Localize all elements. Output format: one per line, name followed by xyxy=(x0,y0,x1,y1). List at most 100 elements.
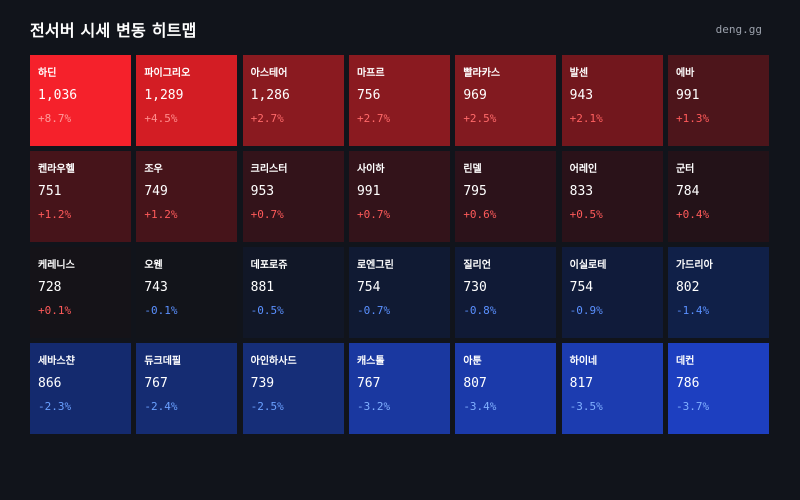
server-name: 캐스톨 xyxy=(356,356,385,367)
price-change: -3.5% xyxy=(569,400,603,413)
server-name: 크리스터 xyxy=(250,164,288,175)
price-change: -2.5% xyxy=(250,400,284,413)
server-price: 728 xyxy=(38,280,62,295)
server-price: 743 xyxy=(144,280,168,295)
heatmap-cell[interactable]: 발센 943 +2.1% xyxy=(561,55,663,146)
price-change: -0.9% xyxy=(569,304,603,317)
heatmap-cell[interactable]: 캐스톨 767 -3.2% xyxy=(348,343,450,434)
price-change: +4.5% xyxy=(144,112,178,125)
server-price: 739 xyxy=(250,376,275,391)
price-change: +0.6% xyxy=(463,208,497,221)
heatmap-cell[interactable]: 오웬 743 -0.1% xyxy=(136,247,238,338)
heatmap-cell[interactable]: 크리스터 953 +0.7% xyxy=(242,151,344,242)
price-change: -0.1% xyxy=(144,304,178,317)
page-title: 전서버 시세 변동 히트맵 xyxy=(30,21,197,40)
brand-label[interactable]: deng.gg xyxy=(715,22,762,36)
heatmap-cell[interactable]: 데포로쥬 881 -0.5% xyxy=(242,247,344,338)
server-price: 991 xyxy=(675,88,700,103)
price-change: +2.5% xyxy=(463,112,497,125)
heatmap-cell[interactable]: 세바스챤 866 -2.3% xyxy=(30,343,131,434)
server-name: 데컨 xyxy=(675,356,695,367)
heatmap-cell[interactable]: 린델 795 +0.6% xyxy=(455,151,557,242)
heatmap-cell[interactable]: 듀크데필 767 -2.4% xyxy=(136,343,238,434)
server-price: 1,286 xyxy=(250,88,290,103)
heatmap-cell[interactable]: 군터 784 +0.4% xyxy=(667,151,769,242)
server-price: 784 xyxy=(675,184,700,199)
price-change: +1.2% xyxy=(38,208,72,221)
server-name: 하이네 xyxy=(569,356,598,367)
heatmap-cell[interactable]: 아인하사드 739 -2.5% xyxy=(242,343,344,434)
price-change: -3.7% xyxy=(675,400,710,413)
server-name: 이실로테 xyxy=(569,260,607,271)
heatmap-cell[interactable]: 아스테어 1,286 +2.7% xyxy=(242,55,344,146)
header: 전서버 시세 변동 히트맵 deng.gg xyxy=(30,16,762,42)
server-price: 754 xyxy=(356,280,381,295)
server-price: 749 xyxy=(144,184,168,199)
server-name: 파이그리오 xyxy=(144,68,191,79)
heatmap-cell[interactable]: 아툰 807 -3.4% xyxy=(455,343,557,434)
price-change: +0.7% xyxy=(250,208,284,221)
server-name: 하딘 xyxy=(38,68,57,79)
price-change: -0.7% xyxy=(356,304,391,317)
server-price: 786 xyxy=(675,376,700,391)
price-change: +1.2% xyxy=(144,208,178,221)
heatmap-cell[interactable]: 파이그리오 1,289 +4.5% xyxy=(136,55,238,146)
heatmap-cell[interactable]: 케레니스 728 +0.1% xyxy=(30,247,131,338)
heatmap-cell[interactable]: 마프르 756 +2.7% xyxy=(348,55,450,146)
server-price: 754 xyxy=(569,280,594,295)
heatmap-cell[interactable]: 에바 991 +1.3% xyxy=(667,55,769,146)
server-name: 빨라카스 xyxy=(463,68,501,79)
server-price: 807 xyxy=(463,376,487,391)
heatmap-cell[interactable]: 어레인 833 +0.5% xyxy=(561,151,663,242)
server-price: 953 xyxy=(250,184,275,199)
heatmap-cell[interactable]: 조우 749 +1.2% xyxy=(136,151,238,242)
price-change: -3.2% xyxy=(356,400,391,413)
server-price: 767 xyxy=(356,376,381,391)
heatmap-cell[interactable]: 켄라우헬 751 +1.2% xyxy=(30,151,131,242)
server-price: 991 xyxy=(356,184,381,199)
heatmap-cell[interactable]: 로엔그린 754 -0.7% xyxy=(348,247,450,338)
server-name: 군터 xyxy=(675,164,695,175)
heatmap-grid: 하딘 1,036 +8.7% 파이그리오 1,289 +4.5% 아스테어 1,286 +2.7… xyxy=(30,55,769,434)
server-name: 로엔그린 xyxy=(356,260,394,271)
heatmap-cell[interactable]: 사이하 991 +0.7% xyxy=(348,151,450,242)
server-name: 에바 xyxy=(675,68,695,79)
heatmap-cell[interactable]: 가드리아 802 -1.4% xyxy=(667,247,769,338)
server-price: 767 xyxy=(144,376,168,391)
server-price: 969 xyxy=(463,88,487,103)
heatmap-cell[interactable]: 이실로테 754 -0.9% xyxy=(561,247,663,338)
heatmap-cell[interactable]: 질리언 730 -0.8% xyxy=(455,247,557,338)
heatmap-cell[interactable]: 하이네 817 -3.5% xyxy=(561,343,663,434)
server-price: 751 xyxy=(38,184,62,199)
server-name: 데포로쥬 xyxy=(250,260,288,271)
price-change: +2.7% xyxy=(356,112,391,125)
heatmap-cell[interactable]: 데컨 786 -3.7% xyxy=(667,343,769,434)
server-name: 켄라우헬 xyxy=(38,164,75,175)
server-price: 802 xyxy=(675,280,700,295)
server-name: 린델 xyxy=(463,164,482,175)
server-name: 케레니스 xyxy=(38,260,75,271)
server-price: 756 xyxy=(356,88,381,103)
server-price: 795 xyxy=(463,184,487,199)
server-name: 아인하사드 xyxy=(250,356,297,367)
server-price: 881 xyxy=(250,280,275,295)
server-name: 아툰 xyxy=(463,356,482,367)
server-price: 943 xyxy=(569,88,594,103)
server-price: 730 xyxy=(463,280,487,295)
price-change: -0.8% xyxy=(463,304,497,317)
server-price: 1,036 xyxy=(38,88,78,103)
server-name: 질리언 xyxy=(463,260,491,271)
heatmap-cell[interactable]: 하딘 1,036 +8.7% xyxy=(30,55,131,146)
price-change: -2.3% xyxy=(38,400,72,413)
price-change: +0.4% xyxy=(675,208,710,221)
server-price: 866 xyxy=(38,376,62,391)
server-name: 오웬 xyxy=(144,260,163,271)
price-change: +0.1% xyxy=(38,304,72,317)
price-change: -3.4% xyxy=(463,400,497,413)
price-change: +2.1% xyxy=(569,112,603,125)
price-change: +0.5% xyxy=(569,208,603,221)
server-price: 1,289 xyxy=(144,88,184,103)
server-name: 마프르 xyxy=(356,68,385,79)
heatmap-cell[interactable]: 빨라카스 969 +2.5% xyxy=(455,55,557,146)
price-change: +2.7% xyxy=(250,112,284,125)
